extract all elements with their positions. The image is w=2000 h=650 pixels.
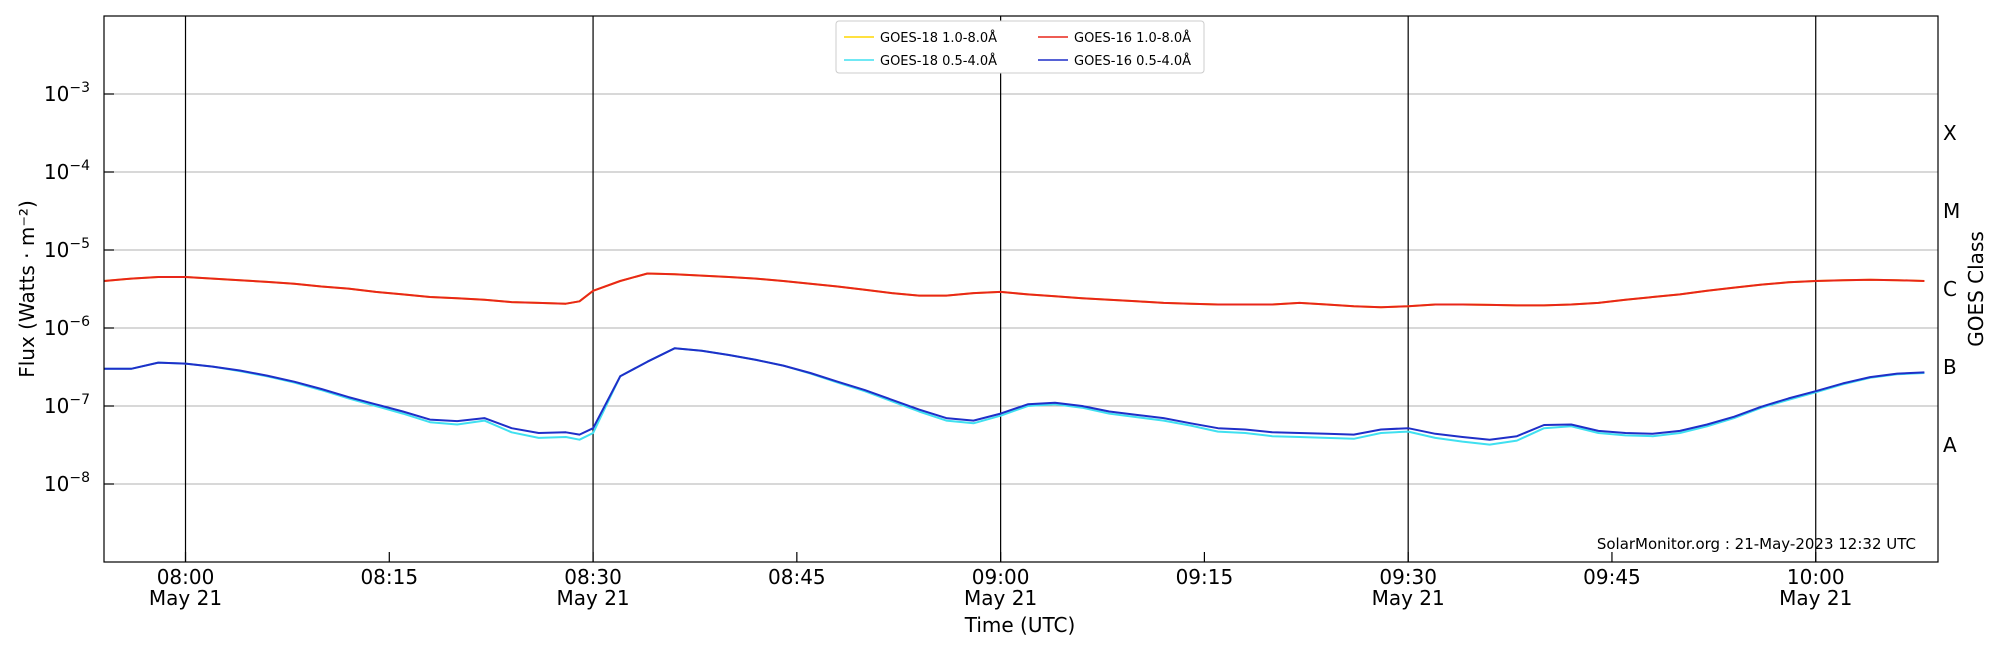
legend-label: GOES-16 1.0-8.0Å — [1074, 30, 1191, 46]
y-tick-label: 10−7 — [44, 392, 90, 418]
goes-class-label: A — [1943, 433, 1957, 457]
x-tick-date-label: May 21 — [149, 586, 222, 610]
x-tick-date-label: May 21 — [964, 586, 1037, 610]
series-line — [103, 272, 1925, 309]
plot-frame — [103, 15, 1939, 563]
y-tick-label: 10−3 — [44, 80, 90, 106]
x-tick-label: 08:00 — [157, 565, 215, 589]
day-marker-lines — [184, 16, 1817, 562]
x-tick-label: 08:30 — [564, 565, 622, 589]
x-tick-label: 08:45 — [768, 565, 826, 589]
y-tick-label: 10−5 — [44, 236, 90, 262]
y-tick-label: 10−4 — [44, 158, 90, 184]
credit-text: SolarMonitor.org : 21-May-2023 12:32 UTC — [1597, 535, 1916, 553]
legend-label: GOES-18 0.5-4.0Å — [880, 53, 997, 69]
legend: GOES-18 1.0-8.0Å GOES-18 0.5-4.0Å GOES-16 … — [835, 20, 1205, 74]
x-tick-label: 09:00 — [972, 565, 1030, 589]
y-axis-label: Flux (Watts · m⁻²) — [15, 200, 39, 378]
y-tick-label: 10−6 — [44, 314, 90, 340]
series-line — [104, 347, 1925, 446]
x-tick-label: 09:30 — [1379, 565, 1437, 589]
legend-label: GOES-18 1.0-8.0Å — [880, 30, 997, 46]
y-tick-label: 10−8 — [44, 470, 90, 496]
legend-entries: GOES-18 1.0-8.0Å GOES-18 0.5-4.0Å GOES-16 … — [844, 30, 1191, 69]
legend-box — [835, 20, 1205, 74]
y2-axis-label: GOES Class — [1964, 231, 1988, 347]
x-axis-label: Time (UTC) — [964, 613, 1076, 637]
series-line — [104, 347, 1925, 441]
goes-class-label: X — [1943, 121, 1957, 145]
y-axis-ticks: 10−8 10−7 10−6 10−5 10−4 10−3 — [44, 80, 114, 496]
goes-class-label: C — [1943, 277, 1957, 301]
x-tick-label: 10:00 — [1787, 565, 1845, 589]
goes-class-label: B — [1943, 355, 1957, 379]
legend-label: GOES-16 0.5-4.0Å — [1074, 53, 1191, 69]
x-tick-date-label: May 21 — [1372, 586, 1445, 610]
x-tick-label: 09:15 — [1176, 565, 1234, 589]
goes-class-labels: A B C M X — [1943, 121, 1960, 457]
x-tick-date-label: May 21 — [556, 586, 629, 610]
series-lines — [103, 272, 1925, 446]
x-tick-label: 09:45 — [1583, 565, 1641, 589]
x-tick-label: 08:15 — [360, 565, 418, 589]
goes-class-label: M — [1943, 199, 1960, 223]
x-tick-date-label: May 21 — [1779, 586, 1852, 610]
